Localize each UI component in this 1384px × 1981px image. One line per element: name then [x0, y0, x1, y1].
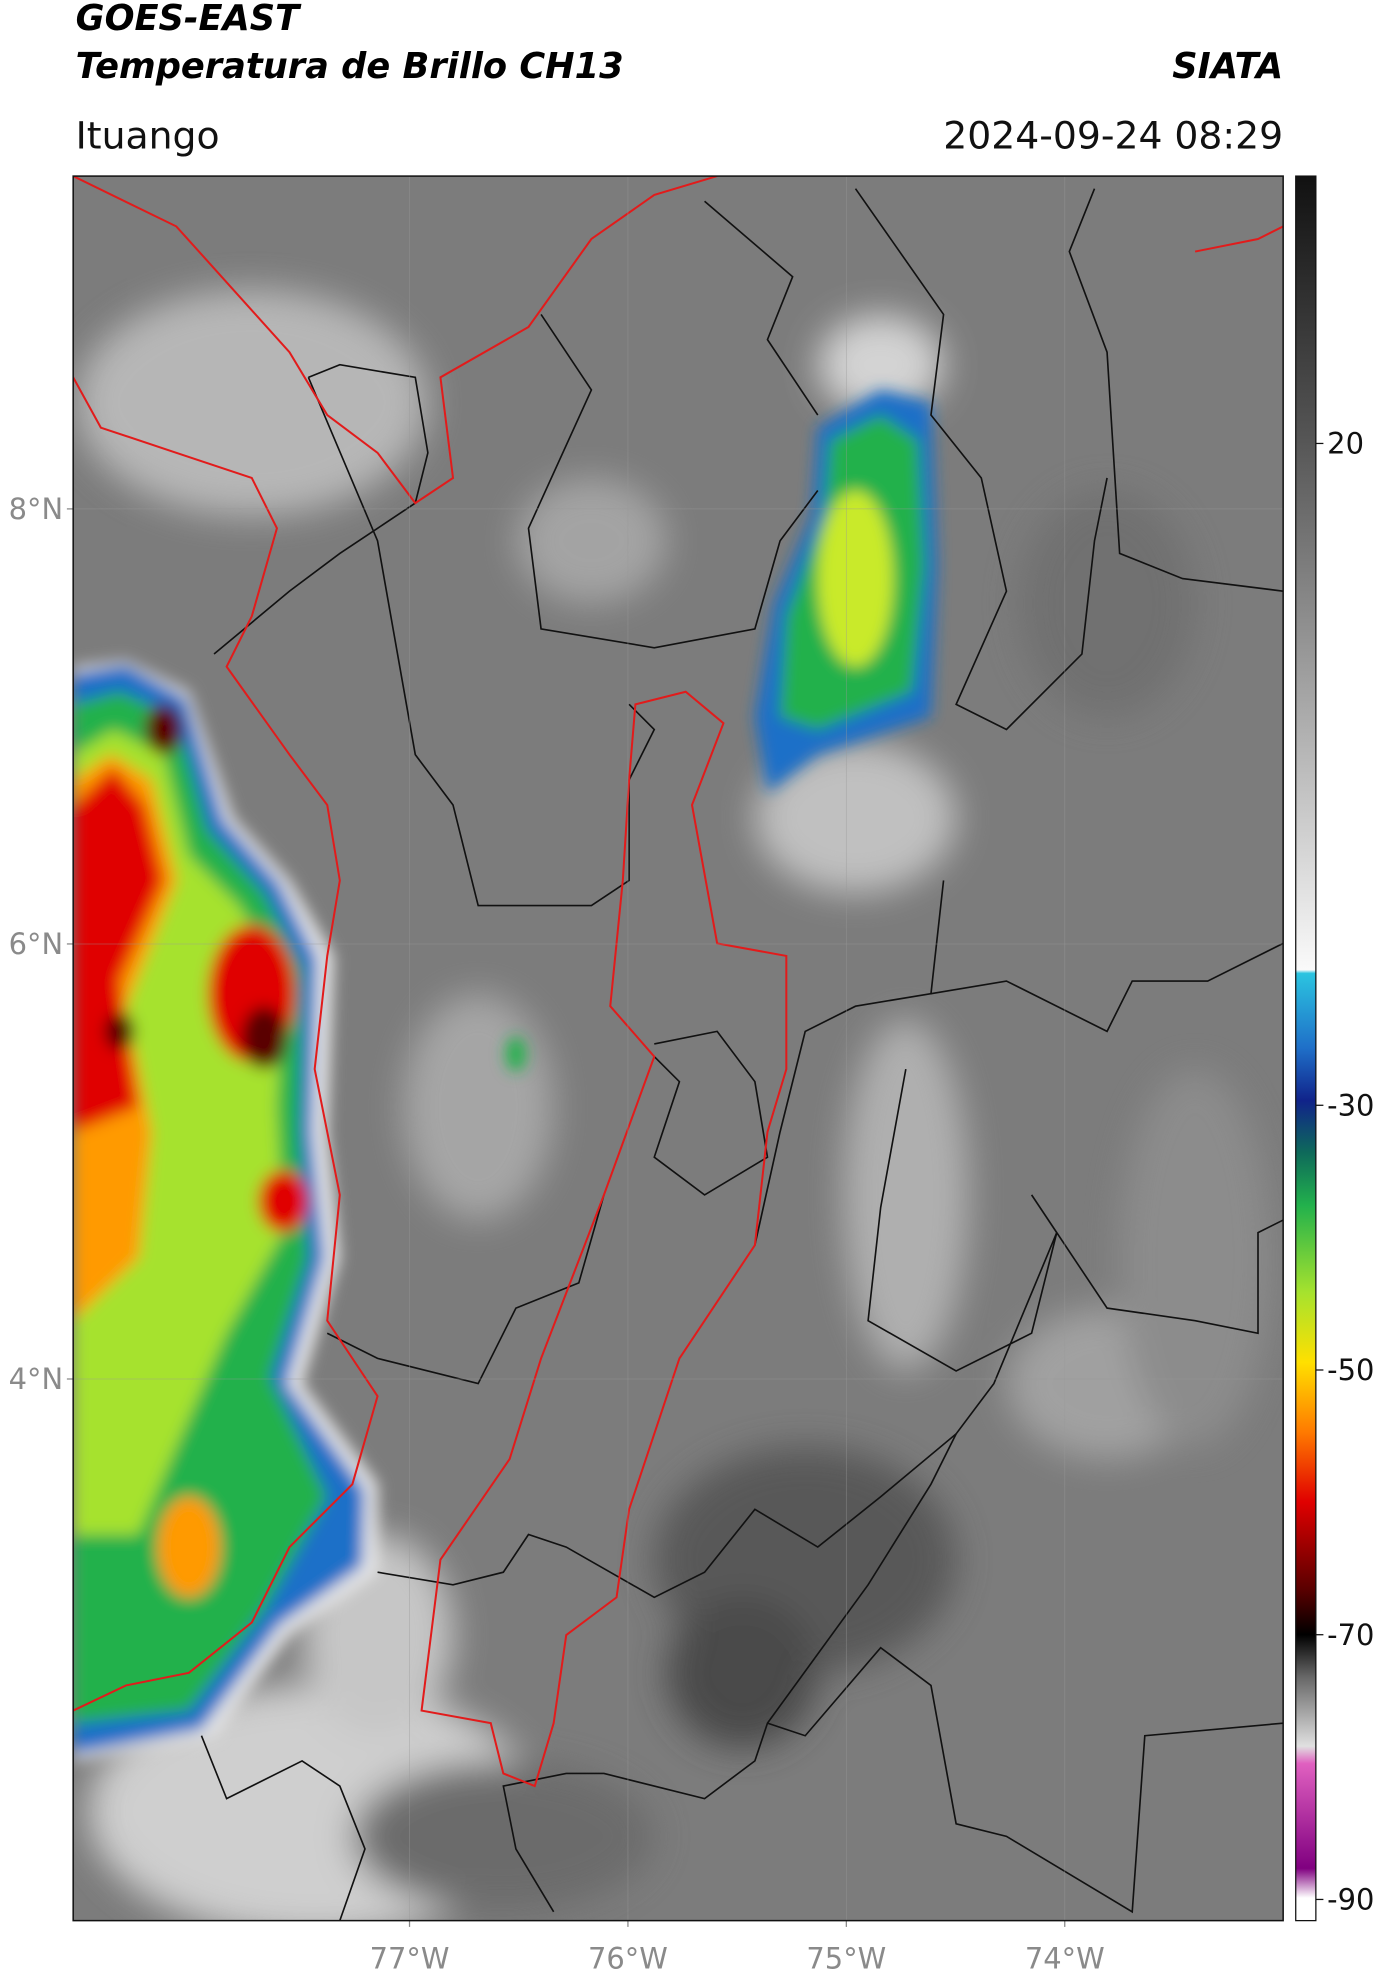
- brand: SIATA: [1172, 46, 1283, 87]
- colorbar-tick-label: -70: [1327, 1618, 1374, 1652]
- colorbar-tick-label: -90: [1327, 1883, 1374, 1917]
- red-outlines: [73, 176, 1284, 1788]
- colorbar: [1295, 175, 1317, 1922]
- x-tick-label: 74°W: [1025, 1941, 1105, 1975]
- satellite-image: [73, 176, 1284, 1921]
- axes: 77°W 76°W 75°W 74°W 8°N 6°N 4°N 20 -30 -50 -70 -90: [9, 176, 1374, 1975]
- datetime: 2024-09-24 08:29: [943, 113, 1283, 157]
- map-frame: [72, 175, 1284, 1922]
- y-tick-label: 4°N: [9, 1362, 63, 1396]
- x-tick-label: 76°W: [588, 1941, 668, 1975]
- y-tick-label: 6°N: [9, 927, 63, 961]
- boundaries: [200, 188, 1284, 1921]
- title: GOES-EAST: [76, 0, 302, 39]
- colorbar-tick-label: 20: [1327, 427, 1364, 461]
- x-tick-label: 75°W: [806, 1941, 886, 1975]
- colorbar-tick-label: -50: [1327, 1353, 1374, 1387]
- subtitle: Temperatura de Brillo CH13: [76, 46, 624, 87]
- y-tick-label: 8°N: [9, 492, 63, 526]
- colorbar-tick-label: -30: [1327, 1088, 1374, 1122]
- location: Ituango: [76, 113, 220, 157]
- x-tick-label: 77°W: [370, 1941, 450, 1975]
